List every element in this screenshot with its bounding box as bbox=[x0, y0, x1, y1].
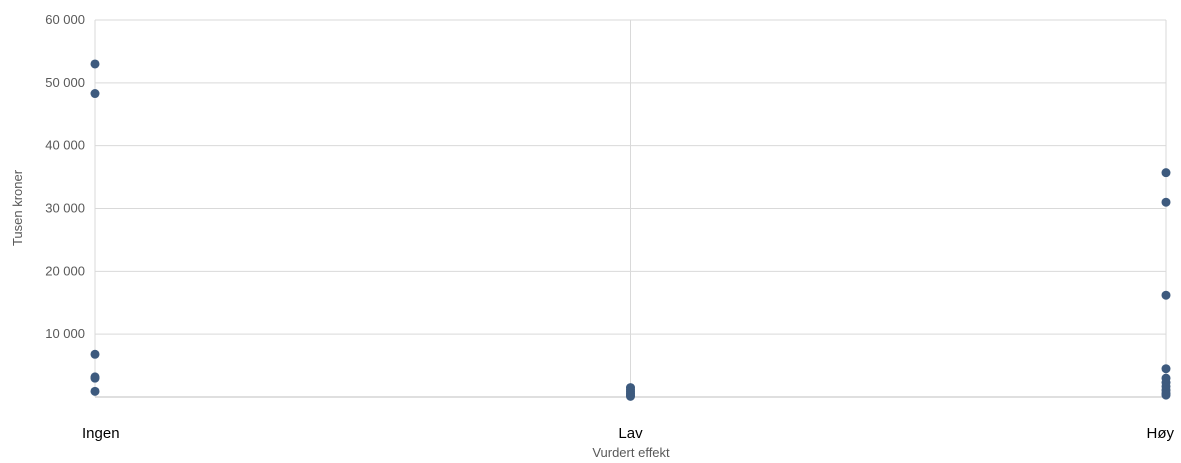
data-point bbox=[90, 349, 100, 359]
y-tick-labels: 10 000 20 000 30 000 40 000 50 000 60 000 bbox=[45, 12, 85, 341]
data-point bbox=[1161, 290, 1171, 300]
x-category-label: Lav bbox=[618, 425, 643, 442]
y-tick-label: 50 000 bbox=[45, 75, 85, 90]
y-tick-label: 40 000 bbox=[45, 138, 85, 153]
x-category-labels: Ingen Lav Høy bbox=[82, 425, 1174, 442]
data-point bbox=[90, 373, 100, 383]
data-point bbox=[1161, 390, 1171, 400]
y-tick-label: 20 000 bbox=[45, 263, 85, 278]
data-point bbox=[90, 89, 100, 99]
y-axis-title: Tusen kroner bbox=[10, 169, 25, 246]
y-tick-label: 30 000 bbox=[45, 201, 85, 216]
x-axis-title: Vurdert effekt bbox=[592, 445, 670, 460]
data-point bbox=[90, 386, 100, 396]
x-category-label: Ingen bbox=[82, 425, 120, 442]
data-point bbox=[90, 59, 100, 69]
y-tick-label: 60 000 bbox=[45, 12, 85, 27]
data-point bbox=[1161, 364, 1171, 374]
y-tick-label: 10 000 bbox=[45, 326, 85, 341]
gridlines bbox=[94, 19, 1167, 397]
data-point bbox=[1161, 197, 1171, 207]
data-points bbox=[90, 59, 1171, 401]
data-point bbox=[1161, 168, 1171, 178]
data-point bbox=[626, 391, 635, 401]
x-category-label: Høy bbox=[1147, 425, 1175, 442]
